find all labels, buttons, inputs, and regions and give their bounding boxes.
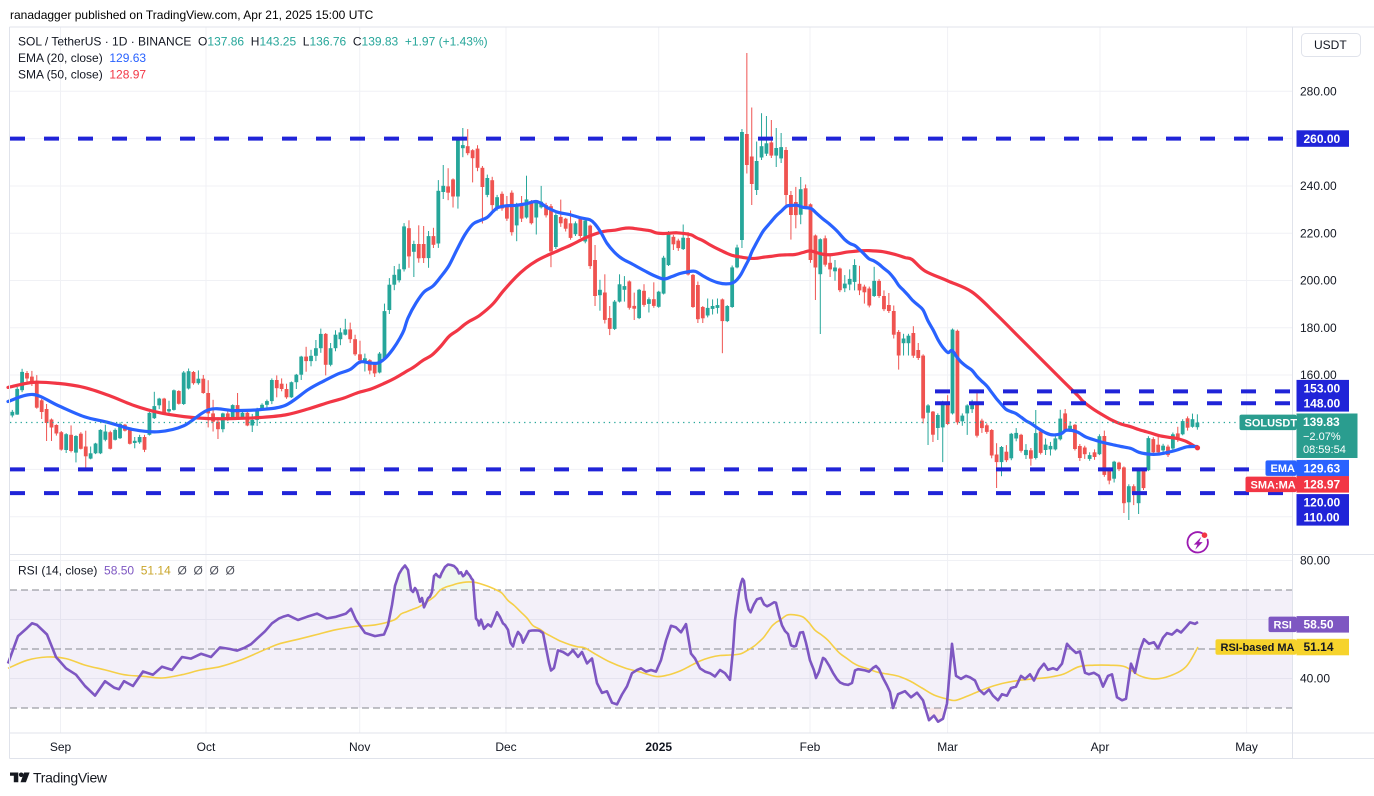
svg-text:2025: 2025: [645, 740, 672, 754]
svg-text:153.00: 153.00: [1304, 381, 1341, 395]
svg-text:USDT: USDT: [1314, 38, 1347, 52]
svg-text:120.00: 120.00: [1304, 496, 1341, 510]
svg-text:−2.07%: −2.07%: [1303, 431, 1341, 443]
svg-text:220.00: 220.00: [1300, 226, 1337, 240]
svg-text:58.50: 58.50: [1304, 618, 1334, 632]
svg-text:May: May: [1235, 740, 1258, 754]
svg-text:180.00: 180.00: [1300, 321, 1337, 335]
svg-text:148.00: 148.00: [1304, 397, 1341, 411]
svg-text:Sep: Sep: [50, 740, 72, 754]
svg-text:Apr: Apr: [1091, 740, 1110, 754]
svg-text:RSI: RSI: [1274, 619, 1292, 631]
svg-text:RSI-based MA: RSI-based MA: [1221, 642, 1295, 654]
svg-text:80.00: 80.00: [1300, 554, 1330, 568]
svg-text:Nov: Nov: [349, 740, 370, 754]
svg-text:260.00: 260.00: [1304, 132, 1341, 146]
svg-text:110.00: 110.00: [1304, 511, 1340, 525]
svg-text:51.14: 51.14: [1304, 640, 1334, 654]
svg-text:ranadagger published on Tradin: ranadagger published on TradingView.com,…: [10, 8, 374, 22]
svg-text:Dec: Dec: [495, 740, 516, 754]
svg-text:Mar: Mar: [937, 740, 958, 754]
svg-text:TradingView: TradingView: [33, 770, 108, 786]
svg-text:200.00: 200.00: [1300, 274, 1337, 288]
svg-text:160.00: 160.00: [1300, 368, 1337, 382]
svg-text:SOLUSDT: SOLUSDT: [1245, 417, 1298, 429]
svg-text:129.63: 129.63: [1304, 461, 1341, 475]
svg-text:139.83: 139.83: [1303, 415, 1340, 429]
svg-text:SMA:MA: SMA:MA: [1251, 479, 1296, 491]
svg-text:128.97: 128.97: [1304, 478, 1341, 492]
svg-text:RSI (14, close) 58.50 51.14: RSI (14, close) 58.50 51.14 Ø Ø Ø Ø: [18, 564, 235, 578]
svg-text:280.00: 280.00: [1300, 85, 1337, 99]
svg-text:EMA: EMA: [1271, 463, 1296, 475]
svg-text:EMA (20, close) 129.63: EMA (20, close) 129.63: [18, 51, 146, 65]
svg-text:Feb: Feb: [800, 740, 821, 754]
svg-text:08:59:54: 08:59:54: [1303, 444, 1346, 456]
svg-text:SMA (50, close) 128.97: SMA (50, close) 128.97: [18, 68, 146, 82]
svg-text:Oct: Oct: [197, 740, 216, 754]
svg-text:40.00: 40.00: [1300, 672, 1330, 686]
svg-text:240.00: 240.00: [1300, 179, 1337, 193]
svg-text:SOL / TetherUS · 1D · BINANCE: SOL / TetherUS · 1D · BINANCE O137.86 H1…: [18, 35, 488, 49]
